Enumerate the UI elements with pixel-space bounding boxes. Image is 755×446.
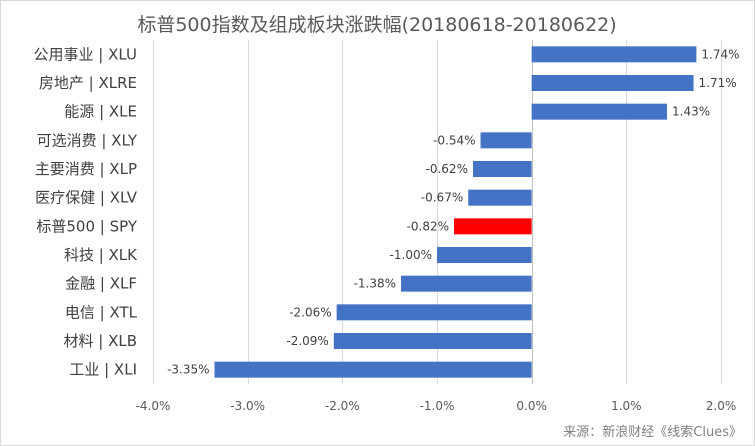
- data-label: -2.09%: [286, 334, 328, 348]
- category-label: 医疗保健 | XLV: [35, 189, 138, 207]
- category-label: 能源 | XLE: [64, 103, 137, 121]
- bar: [336, 304, 532, 321]
- data-label: -1.38%: [354, 277, 396, 291]
- data-labels: 1.74% 1.71% 1.43% -0.54% -0.62% -0.67% -0.82% -…: [167, 47, 739, 376]
- bar: [468, 189, 532, 206]
- data-label: -0.62%: [426, 162, 468, 176]
- bars: [214, 46, 697, 378]
- bar: [214, 361, 532, 378]
- bar: [437, 247, 532, 263]
- source-note: 来源：新浪财经《线索Clues》: [563, 424, 742, 440]
- x-tick-label: 2.0%: [706, 399, 737, 413]
- bar: [401, 275, 532, 292]
- data-label: -0.67%: [421, 191, 463, 205]
- x-tick-label: -2.0%: [325, 399, 360, 413]
- data-label: -2.06%: [289, 305, 331, 319]
- category-label: 可选消费 | XLY: [37, 131, 138, 149]
- category-label: 标普500 | SPY: [36, 217, 137, 235]
- category-label: 主要消费 | XLP: [35, 160, 137, 178]
- chart-title: 标普500指数及组成板块涨跌幅(20180618-20180622): [137, 14, 616, 36]
- bar: [531, 75, 694, 91]
- category-label: 工业 | XLI: [69, 361, 137, 379]
- bar: [333, 333, 532, 349]
- x-axis-tick-labels: -4.0% -3.0% -2.0% -1.0% 0.0% 1.0% 2.0%: [136, 399, 737, 413]
- x-tick-label: 0.0%: [516, 399, 547, 413]
- x-tick-label: -3.0%: [230, 399, 265, 413]
- bar: [480, 132, 532, 149]
- bar: [472, 161, 532, 177]
- data-label: 1.43%: [672, 105, 710, 119]
- data-label: 1.74%: [701, 47, 739, 61]
- x-tick-label: -1.0%: [420, 399, 455, 413]
- data-label: -1.00%: [390, 248, 432, 262]
- x-tick-label: 1.0%: [611, 399, 642, 413]
- data-label: -3.35%: [167, 363, 209, 377]
- x-tick-label: -4.0%: [136, 399, 171, 413]
- category-label: 金融 | XLF: [65, 275, 137, 293]
- category-labels: 公用事业 | XLU 房地产 | XLRE 能源 | XLE 可选消费 | XLY 主要…: [34, 45, 139, 378]
- bar: [454, 218, 532, 235]
- gridlines: [153, 40, 722, 384]
- category-label: 材料 | XLB: [63, 332, 137, 350]
- category-label: 电信 | XTL: [65, 303, 138, 321]
- category-label: 公用事业 | XLU: [34, 45, 137, 63]
- data-label: -0.82%: [407, 219, 449, 233]
- bar: [531, 103, 668, 120]
- data-label: -0.54%: [433, 133, 475, 147]
- category-label: 科技 | XLK: [64, 246, 138, 264]
- category-label: 房地产 | XLRE: [39, 74, 137, 92]
- data-label: 1.71%: [699, 76, 737, 90]
- bar: [531, 46, 697, 63]
